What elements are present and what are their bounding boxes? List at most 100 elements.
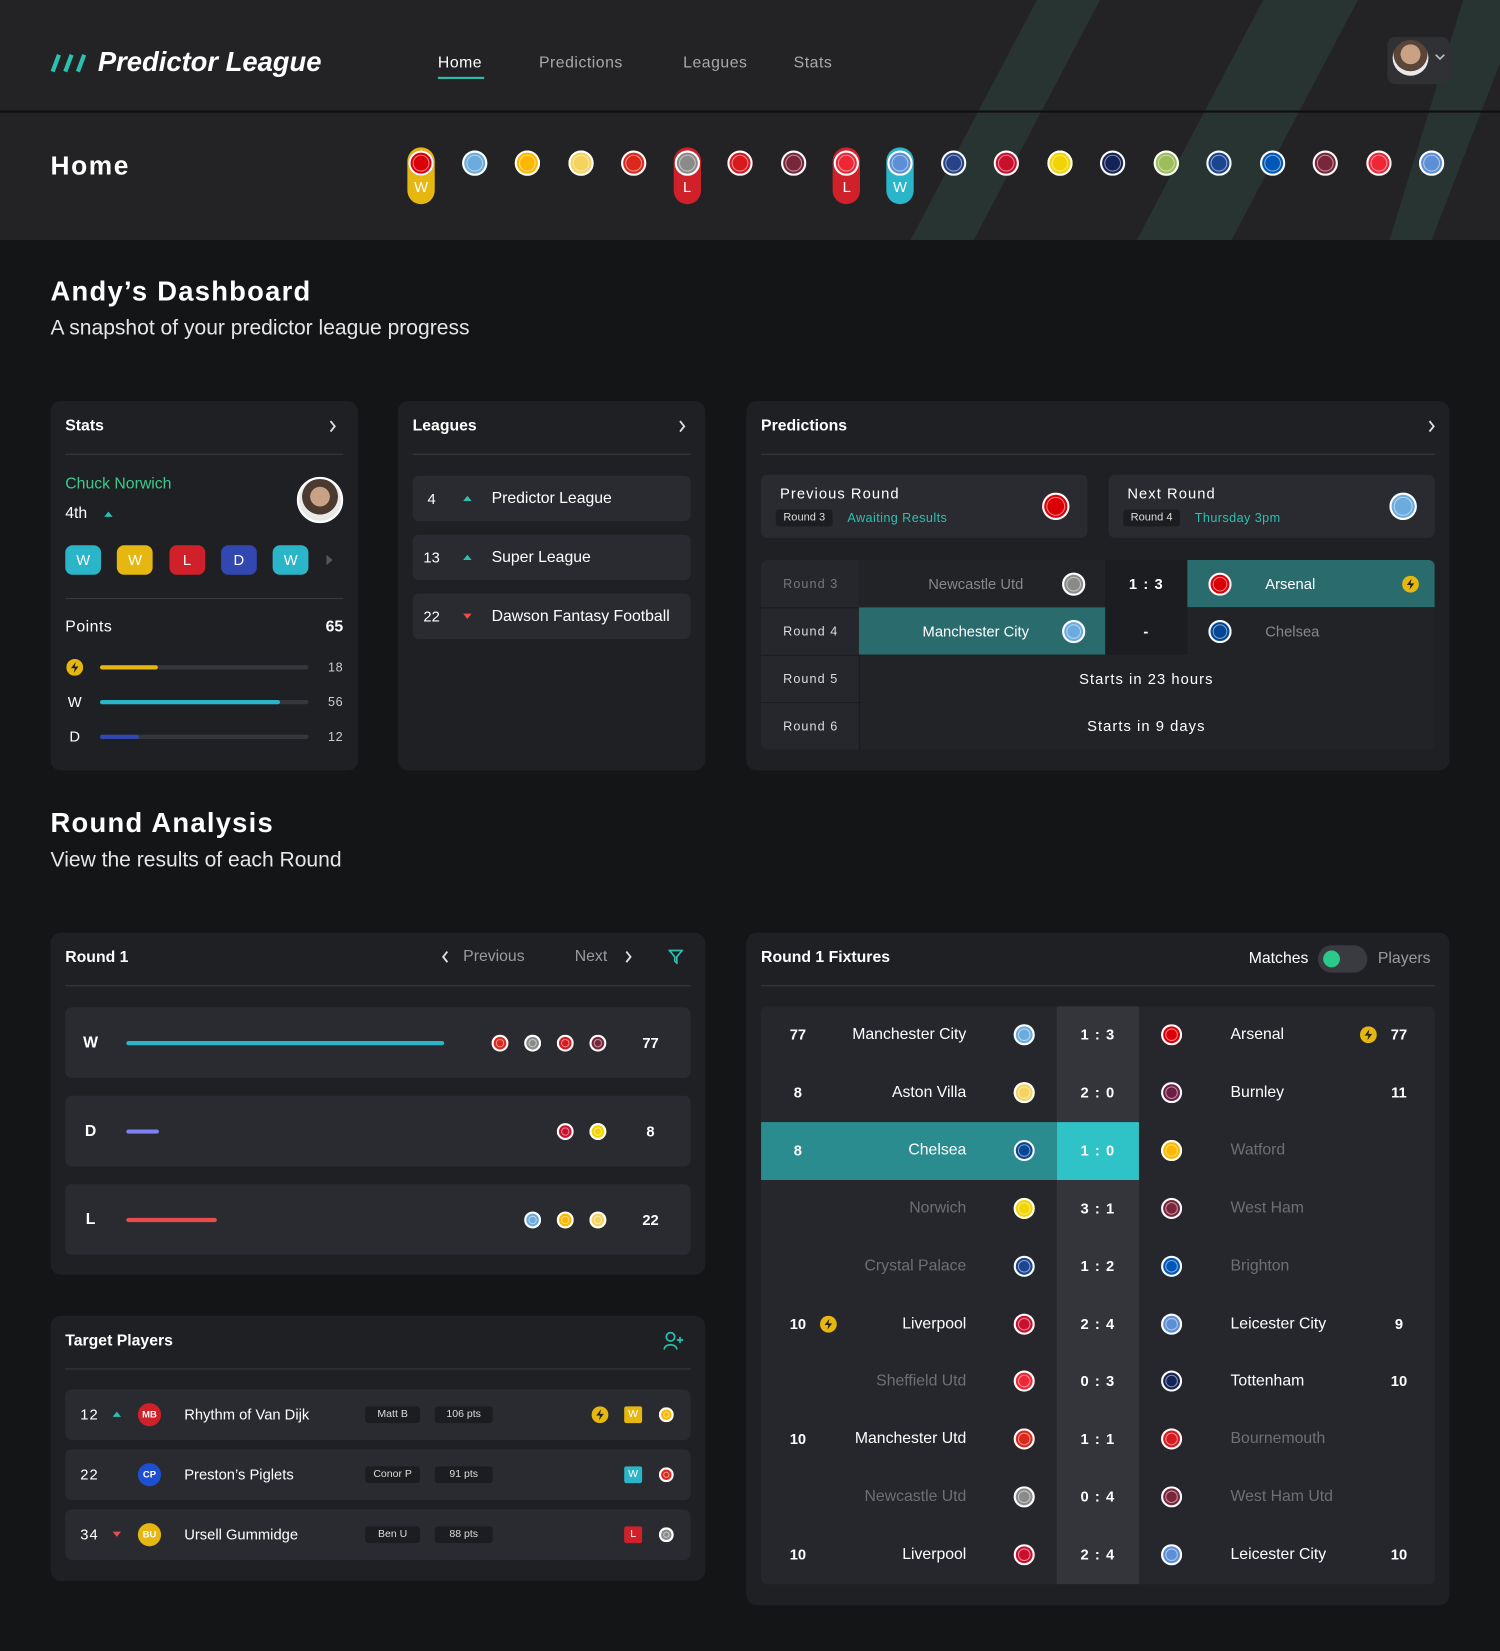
team-badge [1259, 150, 1286, 176]
player-row[interactable]: 34 BU Ursell Gummidge Ben U 88 pts L [65, 1509, 691, 1560]
result-chip [624, 1466, 643, 1484]
team-badge [1312, 150, 1339, 176]
score: 2 : 0 [1080, 1083, 1116, 1101]
home-team: Manchester City [852, 1025, 967, 1044]
form-result: L [182, 551, 192, 569]
fixtures-card: Round 1 Fixtures Matches Players 77 Manchest… [746, 932, 1450, 1606]
player-rank: 4th [65, 504, 88, 523]
nav-link[interactable]: Predictions [538, 53, 623, 72]
league-row[interactable]: 13 Super League [412, 534, 691, 580]
chevron-down[interactable] [1435, 53, 1446, 61]
team-badge [589, 1034, 607, 1052]
previous-link[interactable]: Previous [463, 947, 525, 966]
player-result: W [628, 1468, 639, 1480]
round-status: Starts in 9 days [1087, 717, 1206, 735]
add-player-button[interactable] [663, 1331, 684, 1351]
away-points: 77 [1390, 1025, 1408, 1043]
points-total: 65 [325, 617, 344, 636]
team-badge [658, 1407, 674, 1423]
section-title: Round Analysis [50, 806, 275, 839]
team-badge [1046, 150, 1073, 176]
team-badge [1013, 1081, 1035, 1104]
profile-menu[interactable] [1387, 36, 1450, 85]
round-label: Round 4 [783, 624, 839, 639]
team-badge [1013, 1197, 1035, 1219]
bar [99, 734, 139, 739]
nav-link[interactable]: Home [437, 53, 483, 72]
team-badge [556, 1034, 574, 1052]
score: 1 : 1 [1080, 1430, 1116, 1448]
team-badge [887, 150, 913, 176]
score: 1 : 2 [1080, 1257, 1116, 1274]
team-badge [1013, 1139, 1035, 1161]
team-badge [727, 150, 753, 176]
player-row[interactable]: 22 CP Preston’s Piglets Conor P 91 pts W [65, 1449, 691, 1500]
filter-button[interactable] [668, 949, 684, 965]
toggle-label[interactable]: Players [1377, 949, 1431, 968]
home-team: Liverpool [902, 1314, 967, 1333]
team-badge [1161, 1197, 1183, 1219]
manager-tag: Matt B [365, 1406, 420, 1424]
chevron-right[interactable] [624, 950, 632, 964]
boost-icon [1402, 575, 1419, 593]
team-badge [1042, 492, 1070, 520]
form-result: D [233, 551, 245, 569]
chevron-left[interactable] [441, 950, 449, 964]
chevron-right[interactable] [328, 420, 336, 433]
team-badge [556, 1123, 574, 1140]
team-badge [1389, 492, 1417, 520]
team-badge [621, 150, 647, 176]
points-tag: 91 pts [434, 1466, 493, 1484]
bar-value: 56 [328, 694, 344, 710]
view-toggle[interactable] [1317, 945, 1368, 973]
round-summary[interactable]: Previous Round Round 3 Awaiting Results [761, 474, 1088, 538]
team-badge [1161, 1139, 1183, 1161]
score: 2 : 4 [1080, 1545, 1116, 1563]
team-badge [1366, 150, 1392, 176]
page-title: Home [50, 151, 130, 182]
chevron-right[interactable] [678, 420, 686, 433]
team-badge [524, 1211, 542, 1229]
away-team: Leicester City [1230, 1314, 1327, 1333]
next-link[interactable]: Next [574, 947, 608, 966]
result-row: L 22 [65, 1184, 691, 1255]
nav-link[interactable]: Leagues [683, 53, 748, 72]
home-team: Manchester Utd [854, 1429, 967, 1448]
toggle-label[interactable]: Matches [1248, 949, 1309, 968]
away-team: Arsenal [1265, 575, 1316, 593]
nav-link[interactable]: Stats [793, 53, 833, 72]
team-badge [1100, 150, 1126, 176]
nav-underline [437, 76, 485, 79]
form-more[interactable] [326, 554, 333, 566]
chevron-right[interactable] [1427, 420, 1435, 433]
result-label: L [85, 1210, 96, 1229]
team-badge [1153, 150, 1179, 176]
home-team: Norwich [909, 1198, 967, 1217]
home-points: 8 [793, 1141, 802, 1159]
card-title: Round 1 [65, 948, 129, 967]
card-title: Leagues [412, 416, 477, 435]
team-badge [556, 1211, 574, 1229]
round-status: Starts in 23 hours [1079, 670, 1214, 687]
initials-badge [137, 1523, 162, 1547]
round-label: Round 3 [783, 576, 839, 592]
team-badge [1062, 619, 1086, 644]
cell [858, 654, 1435, 703]
team-badge [589, 1123, 607, 1140]
player-row[interactable]: 12 MB Rhythm of Van Dijk Matt B 106 pts W [65, 1389, 691, 1440]
team-badge [514, 150, 541, 176]
card-title: Stats [65, 416, 104, 435]
home-points: 10 [789, 1430, 807, 1448]
player-rank: 12 [80, 1405, 99, 1423]
round-summary[interactable]: Next Round Round 4 Thursday 3pm [1108, 474, 1435, 538]
away-team: Burnley [1230, 1083, 1285, 1101]
header-stripes [0, 0, 1500, 240]
card-title: Predictions [761, 416, 848, 435]
league-row[interactable]: 4 Predictor League [412, 475, 691, 522]
predictions-table: Round 3 Newcastle Utd 1 : 3 Arsenal Round 4 M… [761, 559, 1435, 750]
score: 0 : 4 [1080, 1488, 1116, 1506]
divider [65, 1368, 691, 1370]
team-badge [1013, 1024, 1035, 1046]
team-badge [1013, 1428, 1035, 1450]
league-row[interactable]: 22 Dawson Fantasy Football [412, 593, 691, 639]
